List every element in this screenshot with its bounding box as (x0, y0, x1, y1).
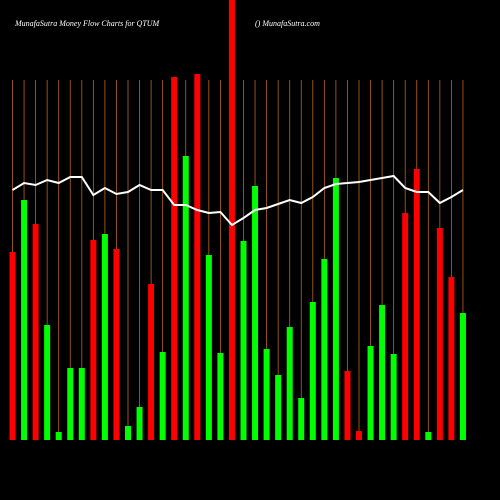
bar (194, 74, 201, 440)
chart-title: MunafaSutra Money Flow Charts for QTUM (14, 19, 161, 28)
bar (113, 249, 120, 440)
bar (240, 241, 247, 440)
bar (125, 426, 131, 440)
bar (228, 0, 235, 440)
bar (182, 156, 189, 440)
bar (298, 398, 305, 440)
bar (21, 200, 28, 440)
bar (309, 302, 316, 440)
bar (101, 234, 108, 440)
bar (263, 349, 270, 440)
money-flow-line (11, 174, 464, 227)
bar (367, 346, 374, 440)
bar (205, 255, 212, 440)
bar (356, 431, 362, 440)
bar (413, 169, 420, 440)
bar (159, 352, 166, 440)
bar (425, 432, 432, 440)
bar (332, 178, 339, 440)
bar (55, 432, 62, 440)
bar (344, 371, 351, 440)
bar (286, 327, 293, 440)
bar (148, 284, 155, 440)
bar (448, 277, 455, 440)
bar (78, 368, 85, 440)
bar (44, 325, 51, 440)
bar (9, 252, 16, 440)
bar (90, 240, 97, 440)
bar (171, 77, 178, 440)
bar (436, 228, 443, 440)
bar (136, 407, 143, 440)
bar (217, 353, 224, 440)
bar (67, 368, 74, 440)
bar (379, 305, 386, 440)
bar (402, 213, 409, 440)
chart-subtitle: () MunafaSutra.com (255, 19, 320, 28)
bar (252, 186, 259, 440)
bar (459, 313, 466, 440)
bar (390, 354, 397, 440)
bar (321, 259, 328, 440)
bar (275, 375, 282, 440)
bar (32, 224, 39, 440)
